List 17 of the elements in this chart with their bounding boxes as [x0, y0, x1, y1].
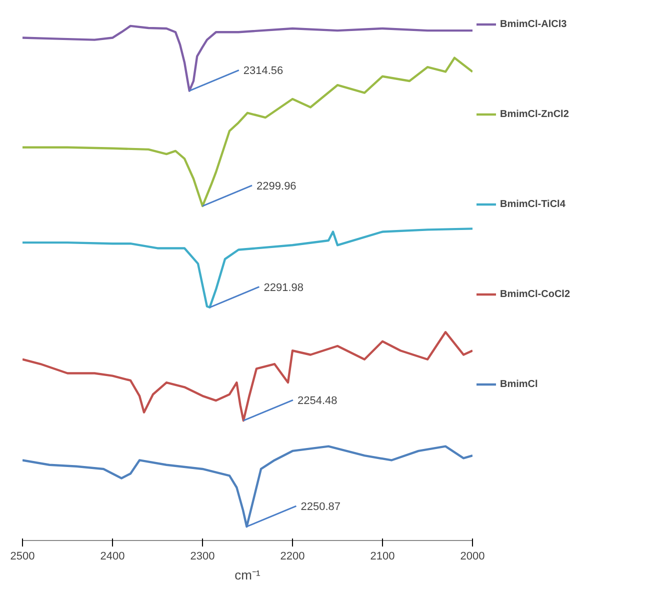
- legend-label: BmimCl-CoCl2: [500, 288, 570, 300]
- annotation: 2254.48: [297, 395, 338, 408]
- x-tick-label: 2400: [100, 550, 125, 562]
- annotation: 2299.96: [256, 180, 296, 192]
- x-tick-label: 2100: [370, 550, 395, 562]
- legend-label: BmimCl: [500, 378, 538, 390]
- x-tick-label: 2300: [190, 550, 215, 562]
- legend-label: BmimCl-TiCl4: [500, 198, 566, 210]
- legend-label: BmimCl-AlCl3: [500, 18, 567, 30]
- annotation: 2291.98: [264, 282, 304, 294]
- annotation: 2314.56: [243, 65, 284, 78]
- x-axis-title: cm⁻¹: [234, 568, 261, 582]
- x-tick-label: 2500: [10, 550, 35, 562]
- x-tick-label: 2200: [280, 550, 305, 562]
- legend-label: BmimCl-ZnCl2: [500, 108, 569, 120]
- annotation: 2250.87: [300, 501, 340, 514]
- x-tick-label: 2000: [460, 550, 485, 562]
